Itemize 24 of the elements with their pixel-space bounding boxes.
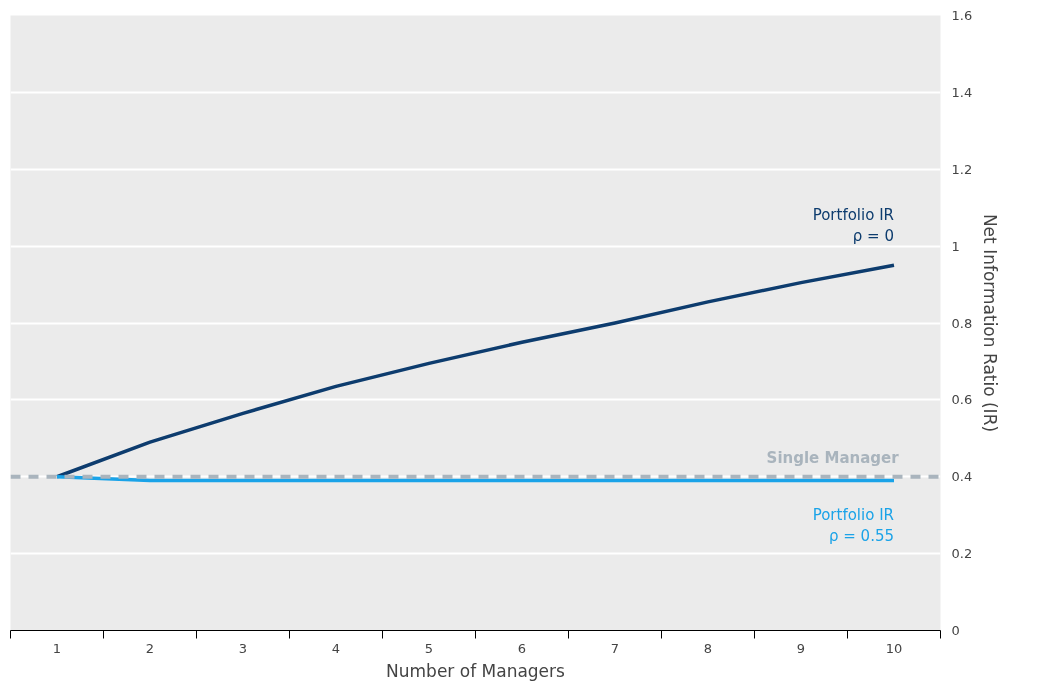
x-tick-label: 10 (885, 640, 903, 656)
y-axis-title: Net Information Ratio (IR) (980, 213, 1001, 433)
x-tick-label: 5 (424, 640, 434, 656)
y-tick-label: 0.4 (951, 469, 973, 485)
x-tick-label: 6 (517, 640, 527, 656)
y-tick-label: 1.4 (951, 84, 973, 100)
x-tick-label: 3 (238, 640, 248, 656)
x-tick-label: 2 (145, 640, 155, 656)
x-tick-label: 7 (610, 640, 620, 656)
y-tick-label: 0.2 (951, 546, 973, 562)
y-tick-label: 1.2 (951, 161, 973, 177)
y-tick-label: 0.6 (951, 392, 973, 408)
x-axis-title: Number of Managers (386, 660, 566, 681)
x-tick-label: 4 (331, 640, 341, 656)
series-label: Portfolio IR ρ = 0 (812, 205, 895, 246)
series-label: Portfolio IR ρ = 0.55 (812, 505, 895, 546)
y-tick-label: 1.6 (951, 8, 973, 23)
x-tick-label: 8 (703, 640, 713, 656)
y-tick-label: 1 (951, 238, 960, 254)
ref-line-label: Single Manager (766, 448, 900, 467)
x-tick-label: 9 (796, 640, 806, 656)
y-tick-label: 0 (951, 623, 960, 638)
x-tick-label: 1 (52, 640, 62, 656)
y-tick-label: 0.8 (951, 315, 973, 331)
